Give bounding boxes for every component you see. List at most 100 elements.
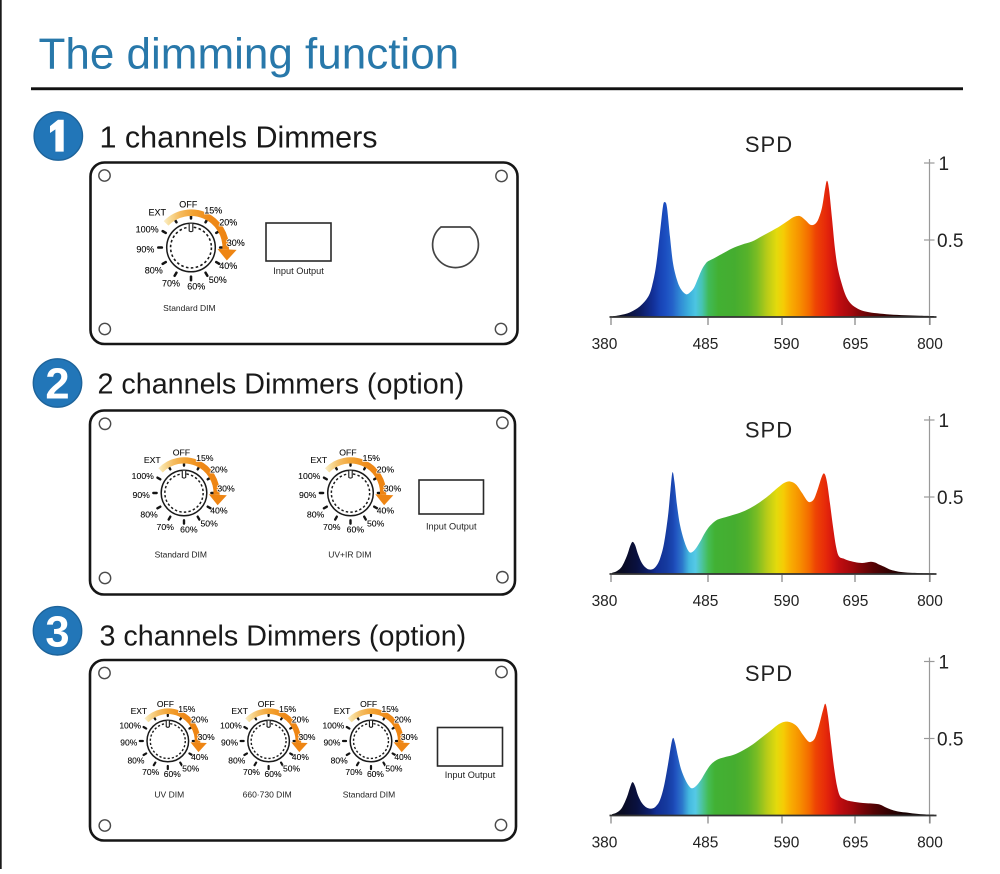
svg-text:70%: 70% xyxy=(162,279,180,289)
svg-text:40%: 40% xyxy=(292,752,309,762)
svg-text:100%: 100% xyxy=(136,225,159,235)
svg-text:70%: 70% xyxy=(157,522,175,532)
svg-text:2 channels Dimmers (option): 2 channels Dimmers (option) xyxy=(98,369,465,401)
svg-text:100%: 100% xyxy=(132,471,154,481)
svg-text:80%: 80% xyxy=(307,509,325,519)
svg-text:60%: 60% xyxy=(164,769,181,779)
svg-text:EXT: EXT xyxy=(231,706,248,716)
svg-text:695: 695 xyxy=(842,835,868,852)
svg-text:15%: 15% xyxy=(363,453,381,463)
svg-text:OFF: OFF xyxy=(179,199,197,209)
svg-text:70%: 70% xyxy=(243,767,260,777)
svg-text:30%: 30% xyxy=(401,732,418,742)
svg-text:50%: 50% xyxy=(283,764,300,774)
svg-text:EXT: EXT xyxy=(131,706,148,716)
svg-text:40%: 40% xyxy=(394,752,411,762)
svg-text:50%: 50% xyxy=(283,764,300,774)
svg-text:80%: 80% xyxy=(140,509,158,519)
svg-text:3 channels Dimmers (option): 3 channels Dimmers (option) xyxy=(100,621,467,653)
svg-text:100%: 100% xyxy=(323,721,345,731)
svg-text:90%: 90% xyxy=(221,738,238,748)
svg-text:EXT: EXT xyxy=(148,207,166,217)
svg-text:EXT: EXT xyxy=(231,706,248,716)
svg-text:90%: 90% xyxy=(133,490,151,500)
svg-text:15%: 15% xyxy=(279,704,296,714)
svg-text:EXT: EXT xyxy=(131,706,148,716)
svg-text:Input Output: Input Output xyxy=(445,770,496,780)
svg-text:40%: 40% xyxy=(394,752,411,762)
svg-text:OFF: OFF xyxy=(179,199,197,209)
svg-text:60%: 60% xyxy=(347,524,365,534)
svg-text:40%: 40% xyxy=(377,505,395,515)
svg-text:90%: 90% xyxy=(299,490,317,500)
svg-text:90%: 90% xyxy=(299,490,317,500)
svg-text:OFF: OFF xyxy=(360,699,377,709)
svg-text:100%: 100% xyxy=(136,225,159,235)
svg-text:1: 1 xyxy=(939,411,950,432)
svg-text:20%: 20% xyxy=(219,217,237,227)
svg-text:695: 695 xyxy=(842,593,868,610)
svg-text:OFF: OFF xyxy=(173,447,190,457)
svg-text:30%: 30% xyxy=(198,732,215,742)
svg-text:100%: 100% xyxy=(298,471,320,481)
svg-text:15%: 15% xyxy=(178,704,195,714)
svg-text:1: 1 xyxy=(939,154,950,175)
svg-text:0.5: 0.5 xyxy=(937,729,963,750)
svg-text:485: 485 xyxy=(693,835,719,852)
svg-text:40%: 40% xyxy=(210,505,228,515)
svg-text:30%: 30% xyxy=(298,732,315,742)
svg-text:100%: 100% xyxy=(323,721,345,731)
svg-text:80%: 80% xyxy=(228,755,245,765)
svg-text:800: 800 xyxy=(917,593,943,610)
svg-text:30%: 30% xyxy=(384,484,402,494)
svg-text:90%: 90% xyxy=(133,490,151,500)
svg-text:30%: 30% xyxy=(217,484,235,494)
svg-text:The dimming function: The dimming function xyxy=(39,30,460,79)
svg-text:800: 800 xyxy=(917,336,943,353)
svg-text:20%: 20% xyxy=(394,714,411,724)
svg-text:695: 695 xyxy=(842,336,868,353)
svg-text:OFF: OFF xyxy=(157,699,174,709)
svg-text:100%: 100% xyxy=(298,471,320,481)
svg-text:70%: 70% xyxy=(142,767,159,777)
svg-text:100%: 100% xyxy=(119,721,141,731)
svg-text:EXT: EXT xyxy=(144,455,162,465)
svg-text:590: 590 xyxy=(774,593,800,610)
svg-text:40%: 40% xyxy=(210,505,228,515)
svg-text:30%: 30% xyxy=(227,238,245,248)
svg-text:15%: 15% xyxy=(196,453,214,463)
svg-text:70%: 70% xyxy=(162,279,180,289)
svg-text:3: 3 xyxy=(45,608,69,656)
svg-text:80%: 80% xyxy=(307,509,325,519)
svg-text:EXT: EXT xyxy=(334,706,351,716)
svg-text:70%: 70% xyxy=(142,767,159,777)
svg-text:80%: 80% xyxy=(145,265,163,275)
svg-text:90%: 90% xyxy=(221,738,238,748)
svg-text:50%: 50% xyxy=(200,518,218,528)
svg-text:70%: 70% xyxy=(243,767,260,777)
svg-text:SPD: SPD xyxy=(745,418,793,443)
svg-text:1 channels Dimmers: 1 channels Dimmers xyxy=(100,121,378,155)
svg-text:30%: 30% xyxy=(401,732,418,742)
svg-text:15%: 15% xyxy=(178,704,195,714)
svg-text:50%: 50% xyxy=(367,518,385,528)
svg-text:OFF: OFF xyxy=(360,699,377,709)
svg-text:OFF: OFF xyxy=(339,447,356,457)
svg-text:50%: 50% xyxy=(385,764,402,774)
svg-text:50%: 50% xyxy=(182,764,199,774)
svg-text:EXT: EXT xyxy=(334,706,351,716)
svg-text:70%: 70% xyxy=(323,522,341,532)
svg-text:40%: 40% xyxy=(219,261,237,271)
svg-text:50%: 50% xyxy=(209,275,227,285)
svg-text:Standard DIM: Standard DIM xyxy=(163,303,215,313)
svg-text:90%: 90% xyxy=(323,738,340,748)
svg-text:80%: 80% xyxy=(228,755,245,765)
svg-text:40%: 40% xyxy=(191,752,208,762)
svg-text:40%: 40% xyxy=(191,752,208,762)
svg-text:Input Output: Input Output xyxy=(426,522,477,532)
svg-text:60%: 60% xyxy=(347,524,365,534)
svg-text:SPD: SPD xyxy=(745,132,793,157)
svg-text:80%: 80% xyxy=(127,755,144,765)
svg-text:485: 485 xyxy=(693,593,719,610)
svg-text:15%: 15% xyxy=(204,205,222,215)
